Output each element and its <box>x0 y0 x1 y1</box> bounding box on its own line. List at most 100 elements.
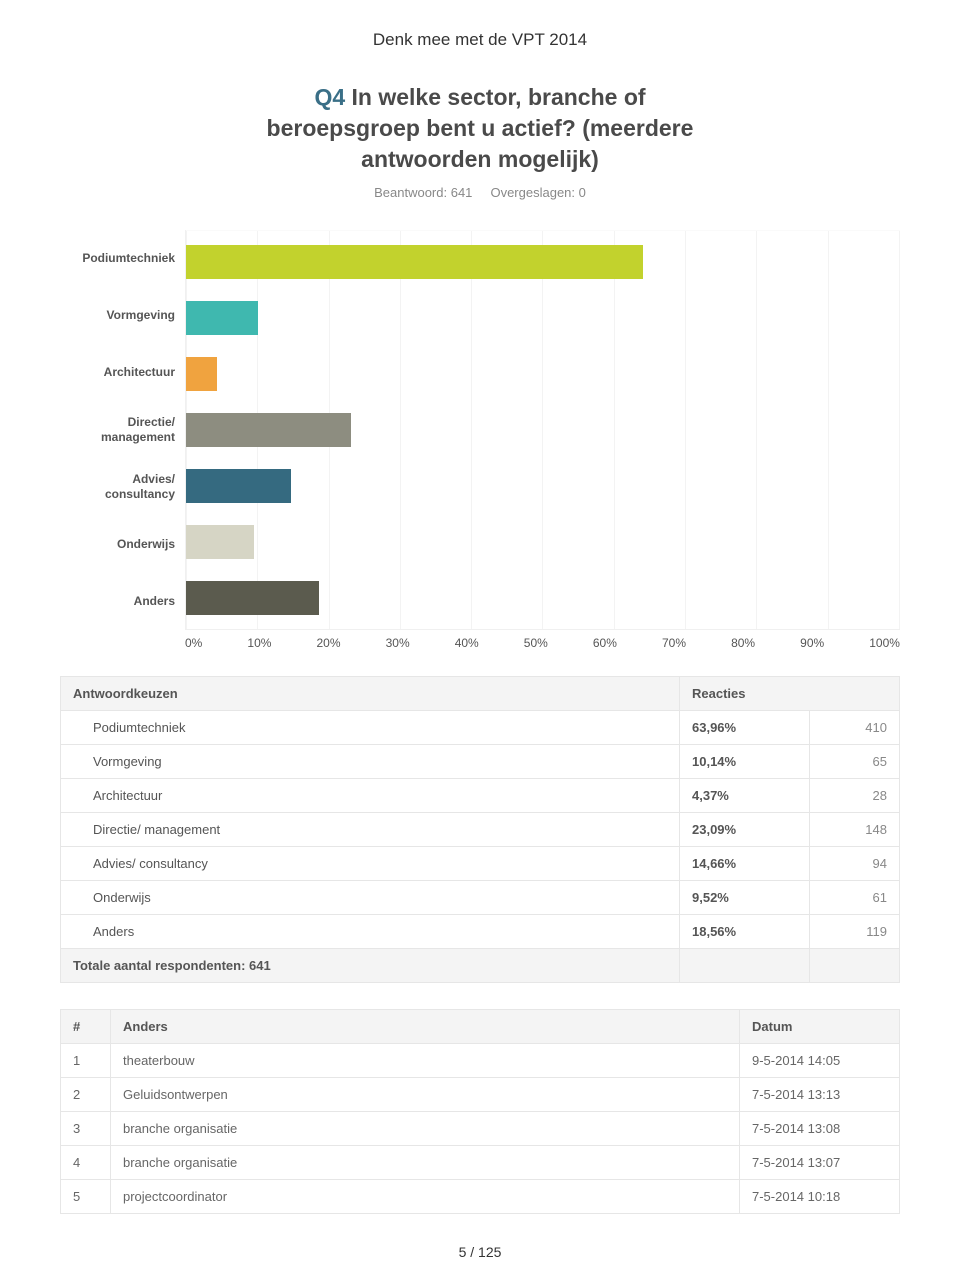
bar-chart: PodiumtechniekVormgevingArchitectuurDire… <box>60 230 900 650</box>
table-row: Onderwijs9,52%61 <box>61 881 900 915</box>
table-row: Anders18,56%119 <box>61 915 900 949</box>
chart-bar-row <box>186 458 900 514</box>
question-title: Q4 In welke sector, branche of beroepsgr… <box>220 82 740 175</box>
cell-label: Vormgeving <box>61 745 680 779</box>
chart-bar-row <box>186 514 900 570</box>
x-tick-label: 80% <box>731 636 755 650</box>
chart-category-label: Directie/ management <box>60 402 185 458</box>
chart-category-label: Advies/ consultancy <box>60 459 185 515</box>
cell-count: 148 <box>810 813 900 847</box>
cell-percent: 9,52% <box>680 881 810 915</box>
chart-plot-area <box>185 230 900 630</box>
cell-label: Directie/ management <box>61 813 680 847</box>
cell-count: 410 <box>810 711 900 745</box>
cell-count: 119 <box>810 915 900 949</box>
table-totals-row: Totale aantal respondenten: 641 <box>61 949 900 983</box>
table-row: Podiumtechniek63,96%410 <box>61 711 900 745</box>
x-tick-label: 40% <box>455 636 479 650</box>
cell-percent: 23,09% <box>680 813 810 847</box>
col-header-date: Datum <box>740 1010 900 1044</box>
chart-bar <box>186 469 291 503</box>
question-text-line1: In welke sector, branche of <box>352 84 646 110</box>
cell-percent: 14,66% <box>680 847 810 881</box>
chart-bar <box>186 413 351 447</box>
cell-count: 65 <box>810 745 900 779</box>
cell-percent: 18,56% <box>680 915 810 949</box>
x-tick-label: 0% <box>185 636 202 650</box>
cell-percent: 10,14% <box>680 745 810 779</box>
table-row: 3branche organisatie7-5-2014 13:08 <box>61 1112 900 1146</box>
col-header-reactions: Reacties <box>680 677 900 711</box>
cell-label: Anders <box>61 915 680 949</box>
cell-count: 61 <box>810 881 900 915</box>
cell-date: 7-5-2014 13:08 <box>740 1112 900 1146</box>
chart-bar-row <box>186 234 900 290</box>
chart-bar <box>186 357 217 391</box>
anders-table: # Anders Datum 1theaterbouw9-5-2014 14:0… <box>60 1009 900 1214</box>
cell-text: theaterbouw <box>111 1044 740 1078</box>
cell-label: Architectuur <box>61 779 680 813</box>
answered-count: Beantwoord: 641 <box>374 185 472 200</box>
cell-date: 9-5-2014 14:05 <box>740 1044 900 1078</box>
x-tick-label: 20% <box>317 636 341 650</box>
chart-bar <box>186 301 258 335</box>
cell-text: projectcoordinator <box>111 1180 740 1214</box>
chart-bar <box>186 581 319 615</box>
col-header-text: Anders <box>111 1010 740 1044</box>
chart-category-label: Anders <box>60 574 185 630</box>
cell-date: 7-5-2014 13:07 <box>740 1146 900 1180</box>
cell-count: 94 <box>810 847 900 881</box>
table-row: Advies/ consultancy14,66%94 <box>61 847 900 881</box>
cell-num: 1 <box>61 1044 111 1078</box>
x-tick-label: 100% <box>869 636 900 650</box>
results-table: Antwoordkeuzen Reacties Podiumtechniek63… <box>60 676 900 983</box>
chart-bars <box>186 230 900 630</box>
chart-bar <box>186 525 254 559</box>
table-row: Directie/ management23,09%148 <box>61 813 900 847</box>
question-number: Q4 <box>314 84 345 110</box>
cell-text: Geluidsontwerpen <box>111 1078 740 1112</box>
table-row: 4branche organisatie7-5-2014 13:07 <box>61 1146 900 1180</box>
cell-label: Advies/ consultancy <box>61 847 680 881</box>
cell-label: Podiumtechniek <box>61 711 680 745</box>
x-tick-label: 10% <box>247 636 271 650</box>
chart-bar-row <box>186 570 900 626</box>
chart-category-label: Onderwijs <box>60 516 185 572</box>
skipped-count: Overgeslagen: 0 <box>490 185 585 200</box>
document-title: Denk mee met de VPT 2014 <box>60 30 900 50</box>
col-header-choice: Antwoordkeuzen <box>61 677 680 711</box>
x-tick-label: 50% <box>524 636 548 650</box>
chart-x-axis: 0%10%20%30%40%50%60%70%80%90%100% <box>60 636 900 650</box>
table-header-row: # Anders Datum <box>61 1010 900 1044</box>
cell-num: 3 <box>61 1112 111 1146</box>
page: Denk mee met de VPT 2014 Q4 In welke sec… <box>0 0 960 1280</box>
table-row: 5projectcoordinator7-5-2014 10:18 <box>61 1180 900 1214</box>
cell-label: Onderwijs <box>61 881 680 915</box>
page-number: 5 / 125 <box>60 1244 900 1260</box>
table-header-row: Antwoordkeuzen Reacties <box>61 677 900 711</box>
table-row: 2Geluidsontwerpen7-5-2014 13:13 <box>61 1078 900 1112</box>
table-row: 1theaterbouw9-5-2014 14:05 <box>61 1044 900 1078</box>
cell-text: branche organisatie <box>111 1112 740 1146</box>
cell-num: 2 <box>61 1078 111 1112</box>
chart-category-label: Podiumtechniek <box>60 231 185 287</box>
chart-category-label: Vormgeving <box>60 288 185 344</box>
chart-bar <box>186 245 643 279</box>
chart-bar-row <box>186 346 900 402</box>
chart-bar-row <box>186 402 900 458</box>
chart-category-label: Architectuur <box>60 345 185 401</box>
totals-label: Totale aantal respondenten: 641 <box>61 949 680 983</box>
x-tick-label: 90% <box>800 636 824 650</box>
table-row: Vormgeving10,14%65 <box>61 745 900 779</box>
table-row: Architectuur4,37%28 <box>61 779 900 813</box>
cell-date: 7-5-2014 10:18 <box>740 1180 900 1214</box>
question-text-line2: beroepsgroep bent u actief? (meerdere <box>267 115 694 141</box>
question-text-line3: antwoorden mogelijk) <box>361 146 599 172</box>
cell-num: 4 <box>61 1146 111 1180</box>
chart-bar-row <box>186 290 900 346</box>
chart-x-ticks: 0%10%20%30%40%50%60%70%80%90%100% <box>185 636 900 650</box>
cell-num: 5 <box>61 1180 111 1214</box>
response-meta: Beantwoord: 641 Overgeslagen: 0 <box>60 185 900 200</box>
cell-count: 28 <box>810 779 900 813</box>
col-header-num: # <box>61 1010 111 1044</box>
